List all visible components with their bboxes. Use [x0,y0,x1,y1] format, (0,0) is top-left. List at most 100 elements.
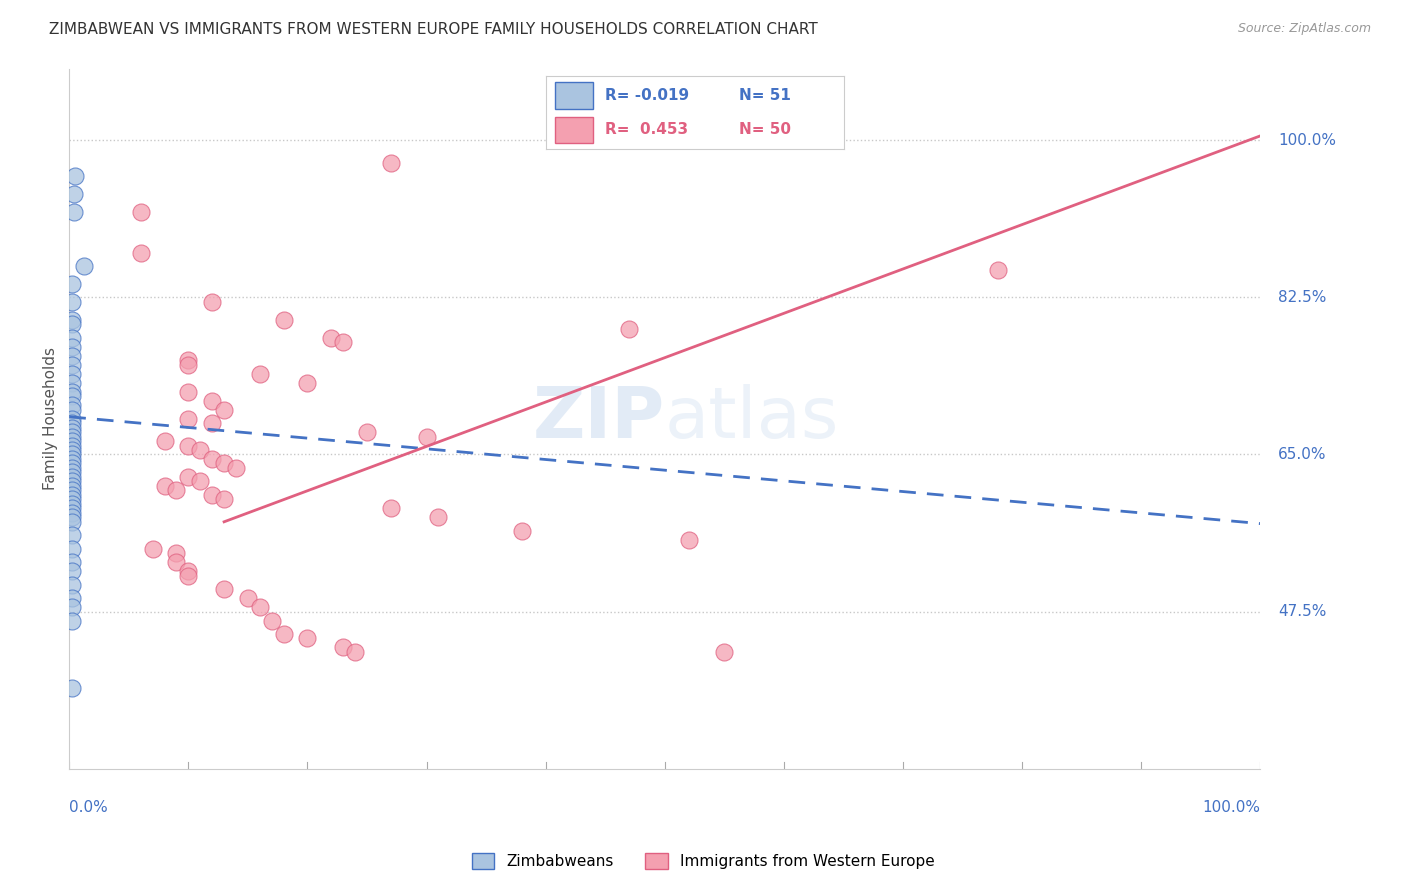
Point [60,466,83,480]
Point [201,393,224,408]
Point [60,425,83,439]
Point [165,546,187,560]
Point [321,331,343,345]
Point [60,434,83,448]
Point [987,263,1010,277]
Point [153,434,176,448]
Point [165,483,187,498]
Point [713,645,735,659]
Point [60,340,83,354]
Point [60,577,83,591]
Point [60,389,83,403]
Point [225,461,247,475]
Point [332,640,354,655]
Point [60,411,83,425]
Point [60,497,83,511]
Point [415,429,437,443]
Point [177,384,200,399]
Point [129,245,152,260]
Text: atlas: atlas [665,384,839,453]
Point [260,614,283,628]
Point [63,169,86,184]
Point [344,645,367,659]
Point [60,479,83,493]
Point [165,555,187,569]
Point [249,600,271,615]
Point [60,277,83,291]
Point [177,568,200,582]
Point [356,425,378,439]
Point [60,475,83,489]
Point [60,448,83,462]
Point [332,335,354,350]
Point [60,488,83,502]
Point [60,429,83,443]
Point [177,358,200,372]
Point [678,533,700,547]
Point [60,349,83,363]
Point [380,155,402,169]
Point [60,452,83,467]
Text: 0.0%: 0.0% [69,800,108,815]
Point [177,411,200,425]
Point [212,492,235,507]
Point [249,367,271,381]
Point [60,501,83,516]
Point [177,470,200,484]
Point [60,470,83,484]
Point [60,367,83,381]
Point [212,402,235,417]
Point [380,501,402,516]
Point [510,524,533,538]
Point [60,358,83,372]
Point [177,353,200,368]
Point [60,416,83,430]
Point [60,442,83,457]
Point [201,294,224,309]
Point [201,452,224,467]
Point [188,442,211,457]
Point [177,438,200,452]
Point [427,510,450,524]
Text: 100.0%: 100.0% [1278,133,1336,148]
Point [201,416,224,430]
Point [60,384,83,399]
Point [212,457,235,471]
Text: ZIP: ZIP [533,384,665,453]
Point [60,510,83,524]
Point [617,322,640,336]
Point [60,614,83,628]
Point [273,313,295,327]
Point [60,420,83,434]
Point [297,632,319,646]
Point [153,479,176,493]
Point [72,259,94,273]
Point [60,681,83,695]
Point [60,438,83,452]
Point [63,205,86,219]
Point [60,515,83,529]
Point [273,627,295,641]
Point [129,205,152,219]
Text: 47.5%: 47.5% [1278,604,1327,619]
Point [60,318,83,332]
Text: 100.0%: 100.0% [1202,800,1260,815]
Point [60,376,83,390]
Point [60,555,83,569]
Text: 65.0%: 65.0% [1278,447,1327,462]
Point [201,488,224,502]
Point [142,541,165,556]
Point [60,294,83,309]
Y-axis label: Family Households: Family Households [44,347,58,490]
Point [212,582,235,596]
Point [60,591,83,606]
Point [60,564,83,578]
Point [60,506,83,520]
Point [60,398,83,412]
Point [177,564,200,578]
Point [297,376,319,390]
Point [60,528,83,542]
Legend: Zimbabweans, Immigrants from Western Europe: Zimbabweans, Immigrants from Western Eur… [465,847,941,875]
Point [63,187,86,202]
Point [60,492,83,507]
